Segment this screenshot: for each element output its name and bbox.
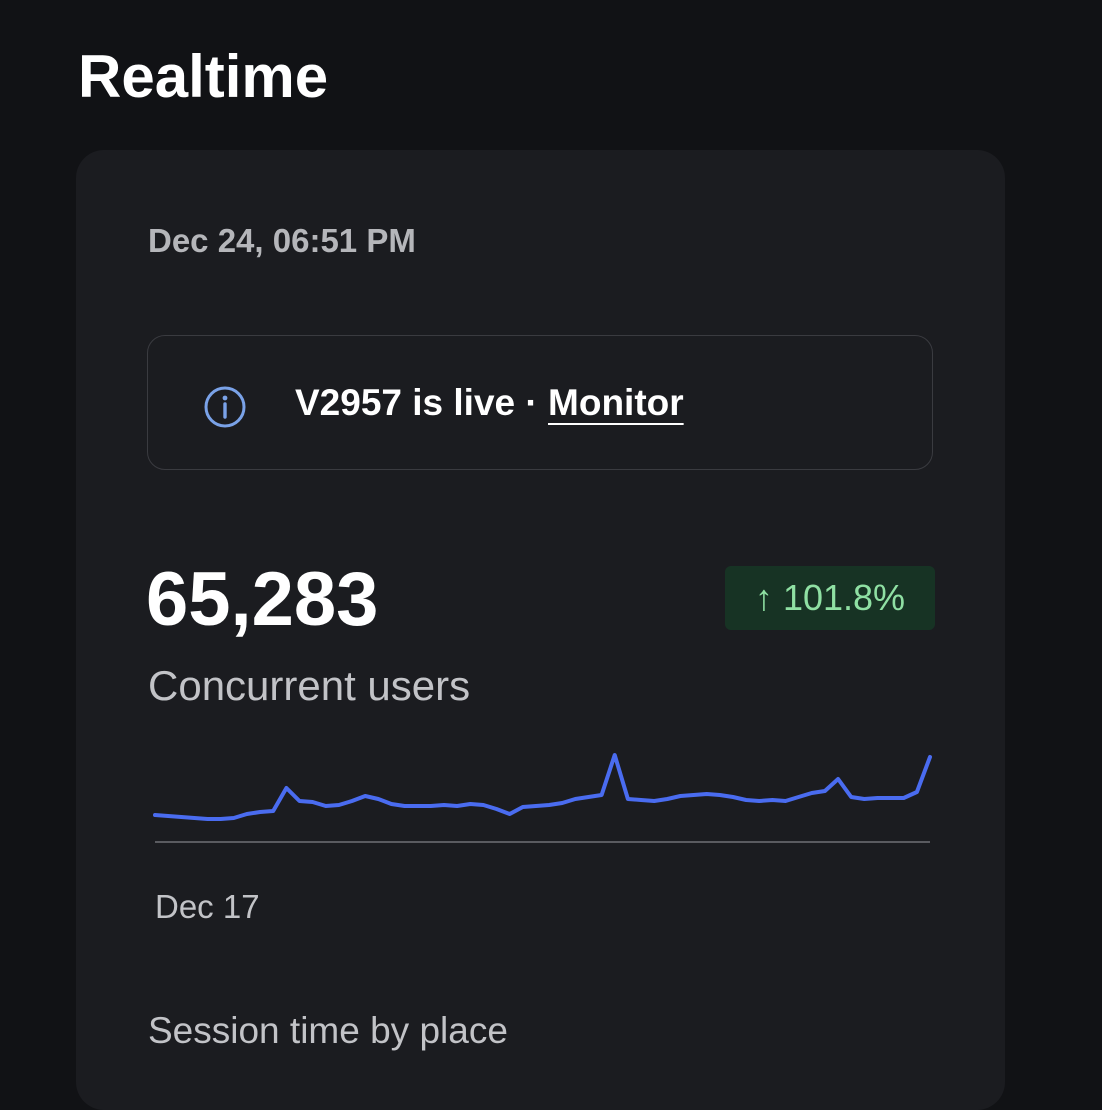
notice-text: V2957 is live · bbox=[295, 382, 538, 423]
notice-box bbox=[147, 335, 933, 470]
change-badge: ↑ 101.8% bbox=[725, 566, 935, 630]
page: Realtime Dec 24, 06:51 PM V2957 is live … bbox=[76, 43, 1005, 1110]
monitor-link[interactable]: Monitor bbox=[548, 382, 684, 423]
notice: V2957 is live · Monitor bbox=[295, 382, 684, 424]
x-tick-label: Dec 17 bbox=[155, 888, 260, 925]
info-icon bbox=[204, 386, 246, 428]
page-title: Realtime bbox=[78, 43, 329, 110]
section-heading: Session time by place bbox=[148, 1010, 508, 1051]
realtime-card bbox=[76, 150, 1005, 1110]
metric-value: 65,283 bbox=[146, 557, 379, 642]
metric-label: Concurrent users bbox=[148, 662, 471, 709]
timestamp: Dec 24, 06:51 PM bbox=[148, 222, 416, 259]
